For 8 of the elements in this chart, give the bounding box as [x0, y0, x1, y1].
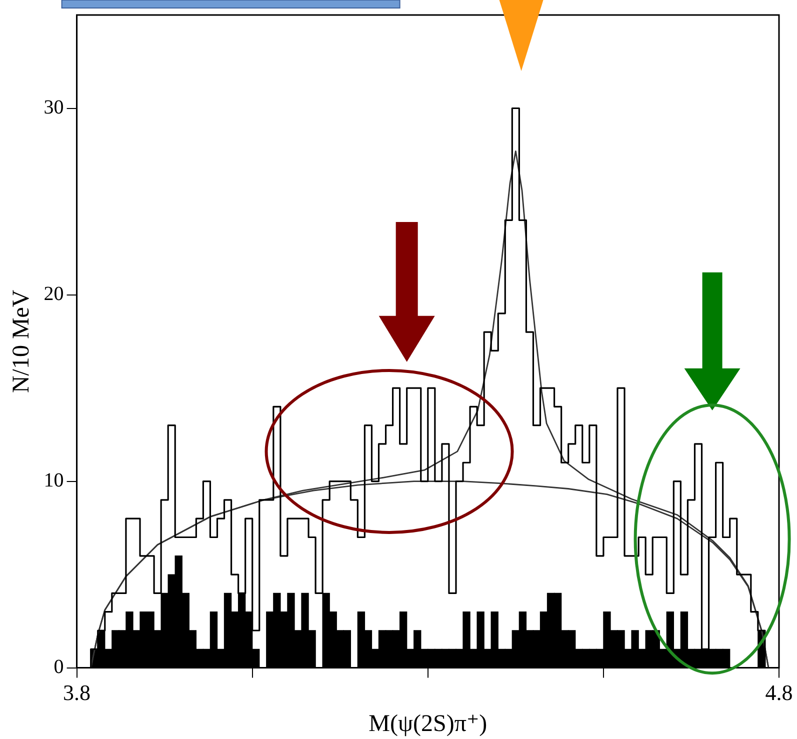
y-tick-label: 20	[44, 283, 64, 306]
y-tick-label: 10	[44, 470, 64, 492]
x-axis-title: M(ψ(2S)π⁺)	[368, 710, 488, 737]
y-tick-label: 30	[44, 96, 64, 119]
y-tick-label: 0	[54, 656, 64, 678]
x-tick-label: 4.8	[765, 680, 793, 705]
y-axis-title: N/10 MeV	[8, 289, 35, 394]
x-tick-label: 3.8	[63, 680, 91, 705]
